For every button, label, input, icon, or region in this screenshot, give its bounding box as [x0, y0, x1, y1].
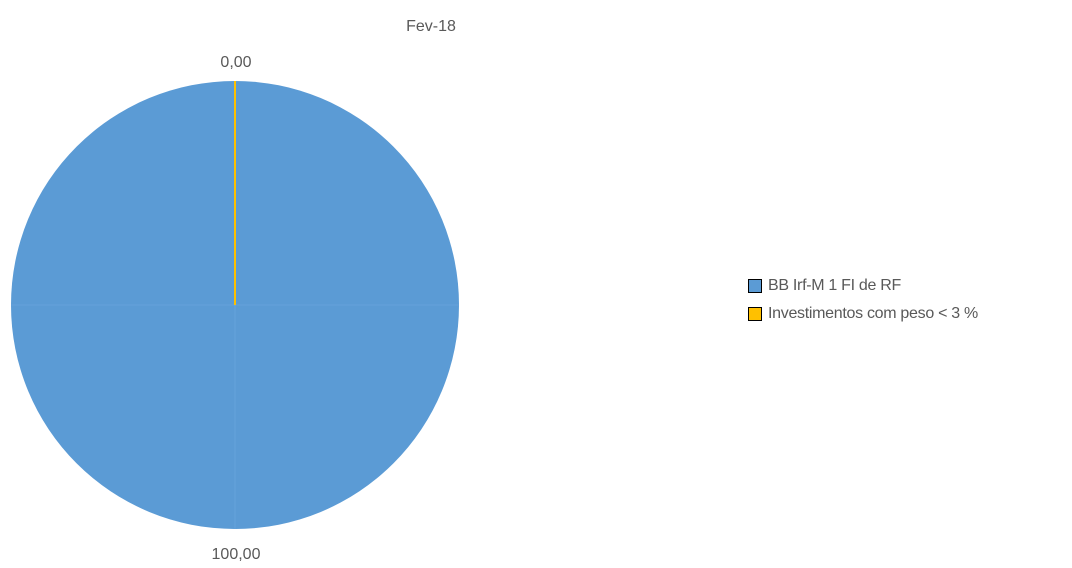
data-label-bb-irf: 100,00 — [212, 546, 261, 563]
legend: BB Irf-M 1 FI de RF Investimentos com pe… — [748, 272, 978, 328]
chart-title: Fev-18 — [406, 18, 456, 35]
legend-swatch-investimentos — [748, 307, 762, 321]
legend-label-bb-irf: BB Irf-M 1 FI de RF — [768, 277, 901, 294]
pie-slices — [11, 81, 459, 529]
legend-swatch-bb-irf — [748, 279, 762, 293]
legend-label-investimentos: Investimentos com peso < 3 % — [768, 305, 978, 322]
legend-item-investimentos: Investimentos com peso < 3 % — [748, 300, 978, 328]
legend-item-bb-irf: BB Irf-M 1 FI de RF — [748, 272, 978, 300]
data-label-investimentos: 0,00 — [220, 54, 251, 71]
